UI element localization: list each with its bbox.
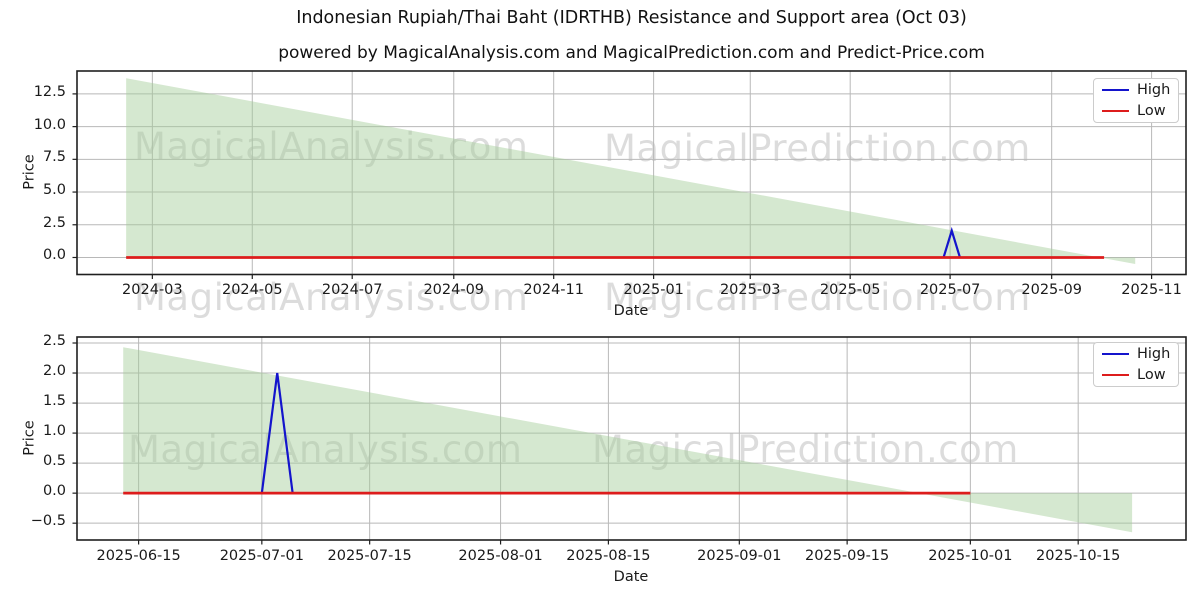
legend-bottom: High Low	[1093, 342, 1179, 387]
x-axis-label-bottom: Date	[613, 569, 649, 585]
y-tick-label: 5.0	[42, 182, 66, 199]
x-tick-label: 2025-07-15	[327, 548, 412, 564]
high-line	[942, 226, 961, 258]
x-tick-label: 2025-11	[1121, 282, 1182, 298]
y-tick-label: −0.5	[30, 513, 66, 530]
watermark-text: MagicalPrediction.com	[604, 276, 1031, 319]
x-tick-label: 2025-08-15	[566, 548, 651, 564]
x-tick-label: 2024-11	[523, 282, 584, 298]
watermark-text: MagicalPrediction.com	[604, 127, 1031, 170]
x-tick-label: 2024-09	[423, 282, 485, 298]
legend-label-low: Low	[1137, 367, 1166, 383]
y-tick-label: 2.5	[42, 333, 66, 349]
y-tick-label: 10.0	[33, 116, 66, 133]
y-tick-label: 1.0	[42, 423, 66, 440]
x-tick-label: 2025-09-01	[697, 548, 782, 564]
legend-top: High Low	[1093, 78, 1179, 123]
y-tick-label: 0.0	[42, 483, 66, 500]
y-tick-label: 2.0	[42, 363, 66, 380]
x-tick-label: 2025-07-01	[219, 548, 304, 564]
y-tick-label: 12.5	[33, 83, 66, 100]
x-tick-label: 2025-09-15	[804, 548, 890, 564]
y-tick-label: 0.5	[42, 453, 66, 470]
x-tick-label: 2025-05	[819, 282, 881, 298]
x-tick-label: 2025-07	[919, 282, 981, 298]
axes-spine	[76, 336, 1187, 541]
low-line-swatch	[1102, 110, 1129, 112]
legend-entry-low: Low	[1102, 367, 1178, 383]
high-line-swatch	[1102, 89, 1129, 91]
axes-spine	[76, 70, 1187, 276]
legend-entry-low: Low	[1102, 103, 1178, 119]
chart-subtitle: powered by MagicalAnalysis.com and Magic…	[278, 43, 985, 63]
x-tick-label: 2024-05	[221, 282, 283, 298]
x-tick-label: 2024-03	[122, 282, 183, 298]
watermark-text: MagicalAnalysis.com	[134, 125, 529, 168]
legend-entry-high: High	[1102, 82, 1178, 98]
x-tick-label: 2025-01	[623, 282, 684, 298]
y-tick-label: 1.5	[42, 393, 66, 410]
y-tick-label: 2.5	[42, 214, 66, 231]
x-tick-label: 2025-09	[1021, 282, 1082, 298]
watermark-text: MagicalAnalysis.com	[134, 276, 529, 319]
x-tick-label: 2025-10-15	[1036, 548, 1121, 564]
x-tick-label: 2025-03	[719, 282, 781, 298]
x-axis-label-top: Date	[613, 303, 649, 319]
legend-label-high: High	[1137, 82, 1171, 98]
x-tick-label: 2024-07	[321, 282, 383, 298]
x-tick-label: 2025-08-01	[458, 548, 543, 564]
support-resistance-area	[126, 78, 1136, 265]
y-tick-label: 7.5	[42, 149, 66, 166]
x-tick-label: 2025-06-15	[96, 548, 181, 564]
watermark-text: MagicalAnalysis.com	[128, 428, 523, 471]
watermark-text: MagicalPrediction.com	[592, 428, 1019, 471]
legend-label-high: High	[1137, 346, 1171, 362]
y-tick-label: 0.0	[42, 247, 66, 264]
support-resistance-area	[123, 347, 1133, 533]
chart-title: Indonesian Rupiah/Thai Baht (IDRTHB) Res…	[296, 8, 967, 28]
legend-label-low: Low	[1137, 103, 1166, 119]
low-line-swatch	[1102, 374, 1129, 376]
legend-entry-high: High	[1102, 346, 1178, 362]
x-tick-label: 2025-10-01	[928, 548, 1013, 564]
high-line-swatch	[1102, 353, 1129, 355]
high-line	[260, 372, 294, 494]
